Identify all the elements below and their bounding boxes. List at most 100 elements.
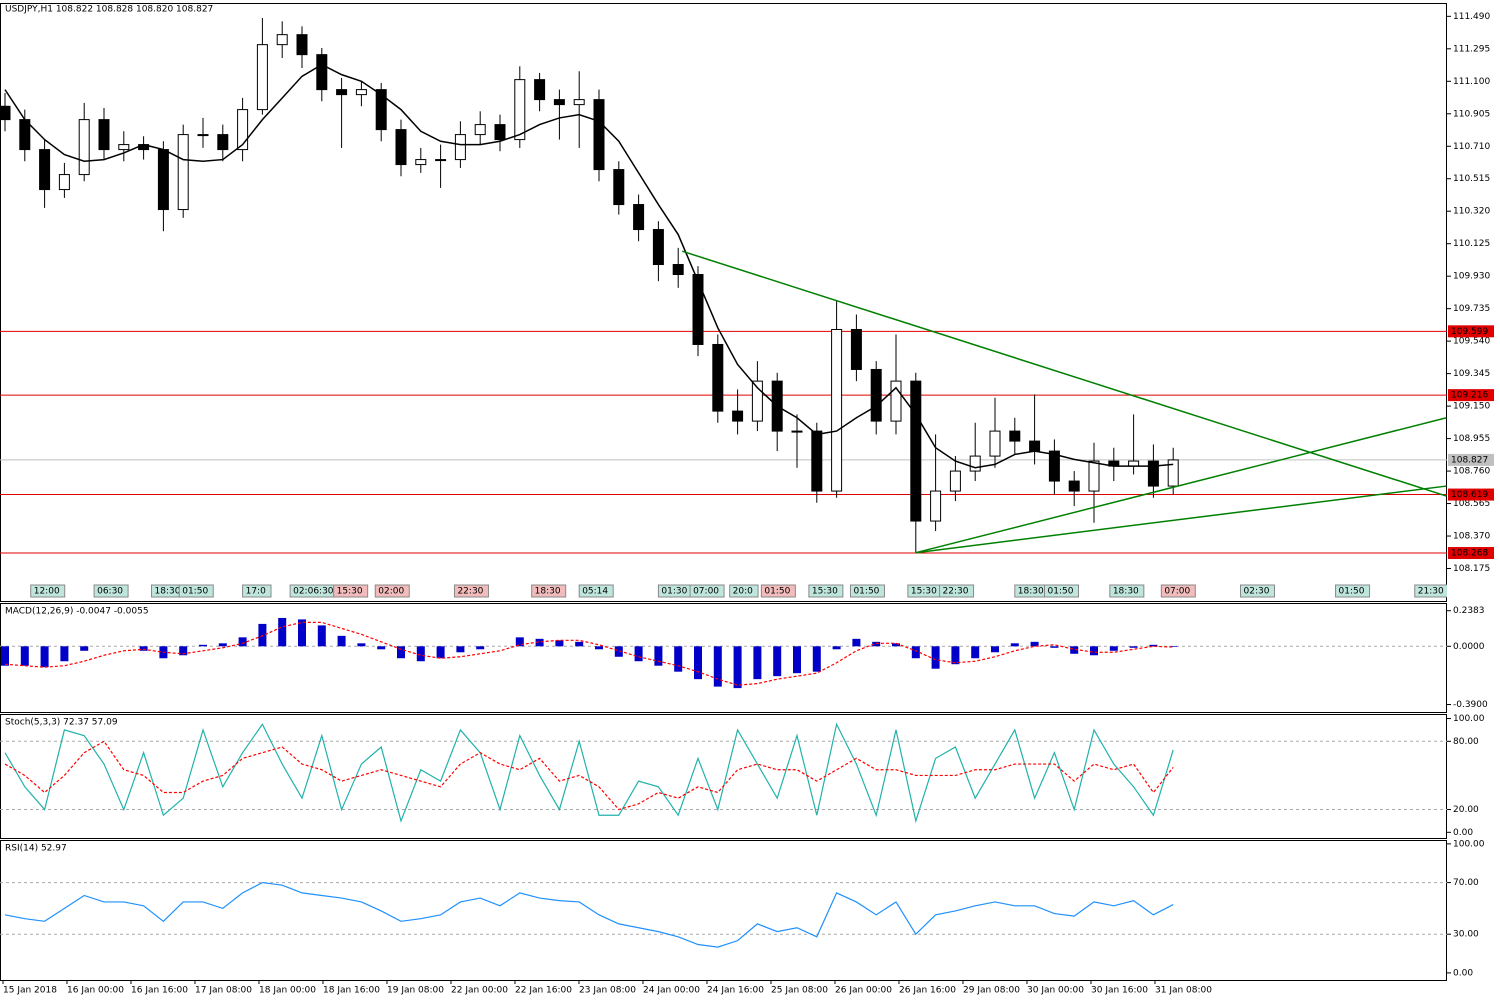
macd-bar	[812, 646, 821, 672]
event-box	[333, 584, 369, 598]
macd-bar	[1, 646, 9, 666]
y-tick-label: 30.00	[1453, 930, 1479, 940]
candle-body	[613, 169, 625, 206]
candle-body	[1068, 480, 1080, 492]
x-tick-label: 15 Jan 2018	[3, 986, 57, 996]
candle-body	[336, 89, 348, 96]
candle-body	[712, 343, 724, 412]
event-label: 17:0	[246, 587, 266, 597]
macd-bar	[1010, 643, 1019, 647]
macd-bar	[575, 641, 584, 647]
macd-bar	[515, 637, 524, 647]
event-label: 02:06:30	[293, 587, 334, 597]
x-tick-label: 22 Jan 00:00	[451, 986, 508, 996]
event-label: 01:30	[661, 587, 687, 597]
plot-area: 12:00 06:30 18:30 01:50 17:0 02:06:30 15:30 02:…	[0, 17, 1447, 598]
macd-bar	[80, 646, 89, 651]
price-label-box	[1448, 488, 1494, 501]
candle-body	[751, 380, 763, 422]
event-label: 15:30	[812, 587, 838, 597]
x-tick-label: 17 Jan 08:00	[195, 986, 252, 996]
panel-frame	[0, 3, 1447, 602]
x-tick-label: 24 Jan 16:00	[707, 986, 764, 996]
macd-bar	[199, 644, 207, 647]
y-tick-label: 108.955	[1453, 434, 1490, 444]
candle-body	[1009, 430, 1021, 442]
candle-body	[949, 470, 961, 492]
x-tick-label: 25 Jan 08:00	[771, 986, 828, 996]
macd-bar	[416, 646, 425, 662]
macd-bar	[654, 646, 663, 666]
candle-body	[316, 54, 328, 91]
event-box	[30, 584, 66, 598]
candle-body	[58, 174, 70, 191]
macd-bar	[218, 643, 227, 647]
price-label: 109.216	[1451, 391, 1488, 401]
candle-body	[177, 134, 189, 211]
event-label: 22:30	[943, 587, 969, 597]
price-label-box	[1448, 389, 1494, 402]
macd-bar	[278, 617, 287, 647]
price-label-box	[1448, 547, 1494, 560]
macd-bar	[555, 640, 564, 647]
macd-bar	[238, 637, 247, 647]
candle-body	[157, 149, 169, 211]
event-label: 12:00	[34, 587, 60, 597]
macd-bar	[337, 635, 346, 647]
y-tick-label: 108.760	[1453, 467, 1490, 477]
event-box	[578, 584, 614, 598]
event-box	[453, 584, 489, 598]
macd-bar	[1030, 641, 1039, 647]
candle-body	[652, 229, 664, 266]
event-label: 15:30	[337, 587, 363, 597]
event-box	[760, 584, 796, 598]
x-tick-label: 24 Jan 00:00	[643, 986, 700, 996]
y-tick-label: 110.125	[1453, 239, 1490, 249]
candle-body	[0, 105, 11, 121]
y-tick-label: 110.905	[1453, 109, 1490, 119]
candle-body	[197, 134, 209, 137]
moving-average	[4, 63, 1174, 469]
candle-body	[593, 99, 605, 171]
event-label: 18:30	[155, 587, 181, 597]
y-tick-label: 110.710	[1453, 142, 1490, 152]
macd-bar	[793, 646, 801, 674]
candle-body	[276, 34, 288, 46]
macd-bar	[1050, 646, 1059, 648]
price-label: 108.268	[1451, 549, 1488, 559]
event-box	[808, 584, 844, 598]
trendline	[681, 250, 1447, 497]
x-tick-label: 29 Jan 08:00	[963, 986, 1020, 996]
candle-body	[672, 264, 684, 276]
y-tick-label: 109.540	[1453, 337, 1490, 347]
macd-bar	[436, 646, 445, 659]
event-box	[178, 584, 214, 598]
candle-body	[811, 430, 823, 492]
macd-bar	[852, 638, 861, 647]
candle-body	[395, 129, 407, 166]
candle-body	[1167, 459, 1179, 487]
candle-body	[1088, 460, 1100, 492]
x-tick-label: 18 Jan 16:00	[323, 986, 380, 996]
event-label: 01:50	[764, 587, 790, 597]
candle-body	[454, 134, 466, 161]
event-label: 02:30	[1244, 587, 1270, 597]
macd-bar	[872, 641, 881, 647]
candle-body	[296, 34, 308, 56]
y-tick-label: -0.3900	[1453, 700, 1488, 710]
macd-bar	[951, 646, 960, 665]
candle-body	[791, 430, 803, 433]
candle-body	[1147, 460, 1159, 487]
candle-body	[831, 328, 843, 492]
chart-header: USDJPY,H1 108.822 108.828 108.820 108.82…	[5, 5, 213, 15]
x-tick-label: 22 Jan 16:00	[515, 986, 572, 996]
macd-bar	[614, 646, 623, 657]
candle-body	[930, 490, 942, 522]
candle-body	[850, 328, 862, 370]
macd-bar	[971, 646, 980, 659]
rsi-line	[4, 881, 1174, 948]
macd-bar	[713, 646, 722, 687]
event-label: 07:00	[693, 587, 719, 597]
macd-bar	[535, 638, 544, 647]
